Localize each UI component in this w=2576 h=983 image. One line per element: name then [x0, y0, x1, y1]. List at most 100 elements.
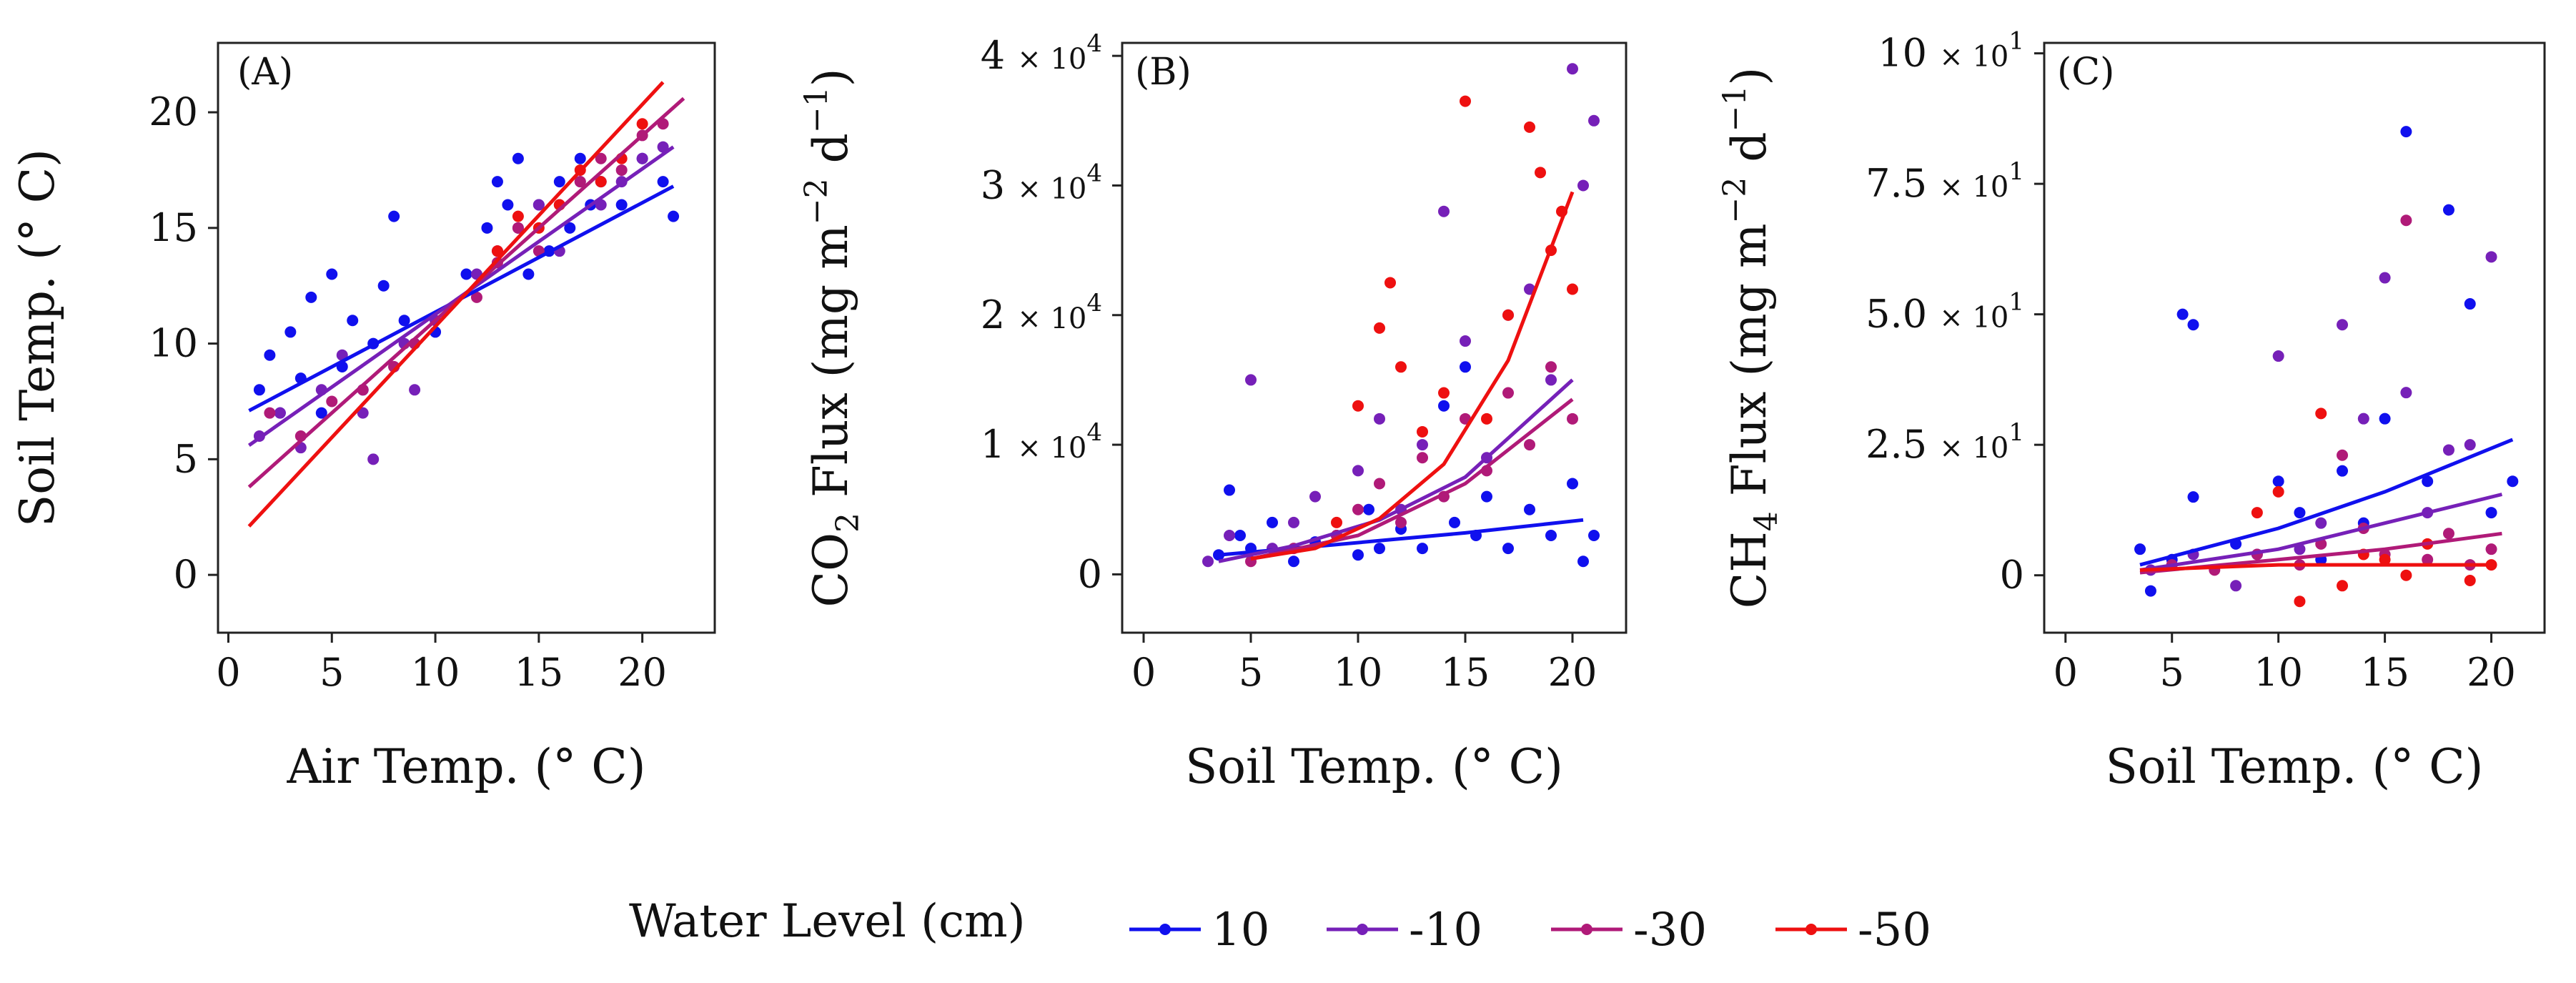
data-point [574, 152, 586, 164]
legend-label: -50 [1858, 904, 1931, 957]
data-point [326, 268, 338, 280]
data-point [2442, 204, 2454, 216]
data-point [2315, 407, 2327, 420]
legend-entry--30: -30 [1551, 904, 1707, 957]
data-point [2357, 413, 2369, 425]
data-point [2379, 413, 2391, 425]
data-point [1213, 549, 1224, 561]
data-point [1288, 516, 1299, 528]
data-point [367, 453, 380, 465]
data-point [2442, 444, 2454, 456]
data-point [1374, 322, 1385, 334]
data-point [409, 384, 421, 396]
x-tick-label: 0 [216, 650, 240, 695]
plot-area [247, 81, 685, 528]
x-tick-label: 0 [2054, 650, 2078, 695]
legend-title: Water Level (cm) [629, 895, 1026, 948]
panel-b: 0 5 10 15 20 0 1 × 104 2 × 104 3 × 104 4 × 104 (B)… [798, 29, 1628, 794]
data-point [1245, 374, 1257, 386]
data-point [2485, 559, 2497, 571]
data-point [2400, 569, 2412, 581]
data-point [1460, 335, 1471, 347]
y-tick-label: 3 × 104 [981, 159, 1102, 207]
data-point [2464, 574, 2476, 586]
series--30 [2166, 214, 2497, 576]
data-point [1524, 503, 1535, 515]
data-point [2442, 528, 2454, 540]
data-point [512, 222, 524, 234]
data-point [2464, 298, 2476, 310]
data-point [357, 407, 369, 419]
legend-entry-10: 10 [1129, 904, 1269, 957]
data-point [1481, 413, 1492, 425]
series--50 [2251, 407, 2497, 608]
legend-label: -10 [1409, 904, 1482, 957]
data-point [284, 326, 297, 338]
legend-entry--10: -10 [1327, 904, 1482, 957]
data-point [1352, 503, 1364, 515]
data-point [2400, 126, 2412, 138]
data-point [1374, 478, 1385, 490]
data-point [1438, 387, 1450, 399]
data-point [657, 176, 669, 188]
data-point [2337, 465, 2349, 477]
data-point [1502, 387, 1514, 399]
data-point [1567, 283, 1578, 295]
data-point [470, 291, 482, 303]
data-point [2485, 543, 2497, 555]
data-point [2379, 553, 2391, 565]
x-tick-label: 5 [1239, 650, 1263, 695]
series--50 [1331, 95, 1578, 528]
data-point [2176, 308, 2189, 320]
legend-marker [1159, 924, 1171, 935]
data-point [564, 222, 576, 234]
y-tick-label: 2.5 × 101 [1866, 418, 2024, 467]
x-tick-label: 10 [411, 650, 460, 695]
data-point [2507, 475, 2519, 488]
y-tick-label: 20 [149, 89, 198, 134]
plot-area [2134, 126, 2519, 608]
plot-area [1202, 63, 1600, 568]
data-point [491, 245, 503, 257]
data-point [1417, 543, 1428, 555]
data-point [636, 118, 648, 130]
data-point [522, 268, 535, 280]
data-point [1202, 555, 1214, 568]
data-point [1535, 167, 1546, 179]
data-point [1352, 465, 1364, 477]
data-point [595, 152, 607, 164]
y-tick-label: 5.0 × 101 [1866, 288, 2024, 337]
series-10 [253, 152, 680, 419]
data-point [2294, 507, 2306, 519]
data-point [1438, 205, 1450, 217]
data-point [388, 210, 400, 222]
data-point [512, 210, 524, 222]
fit-line--10 [1218, 378, 1574, 563]
data-point [398, 315, 410, 327]
data-point [657, 141, 669, 153]
y-tick-label: 0 [1078, 551, 1102, 596]
x-tick-label: 0 [1131, 650, 1156, 695]
y-tick-label: 10 [149, 321, 198, 366]
data-point [615, 164, 628, 176]
data-point [1352, 400, 1364, 412]
data-point [2337, 580, 2349, 592]
data-point [2337, 319, 2349, 331]
data-point [1577, 179, 1589, 192]
data-point [2464, 439, 2476, 451]
data-point [512, 152, 524, 164]
data-point [1374, 413, 1385, 425]
y-tick-label: 2 × 104 [981, 289, 1102, 337]
series--10 [1202, 63, 1600, 568]
data-point [1588, 530, 1600, 542]
plot-frame [217, 41, 716, 634]
y-tick-label: 5 [174, 436, 198, 481]
data-point [315, 407, 327, 419]
data-point [1545, 374, 1557, 386]
data-point [1234, 530, 1246, 542]
data-point [1417, 439, 1428, 451]
data-point [1481, 490, 1492, 503]
data-point [2294, 596, 2306, 608]
fit-line--30 [1250, 397, 1574, 561]
